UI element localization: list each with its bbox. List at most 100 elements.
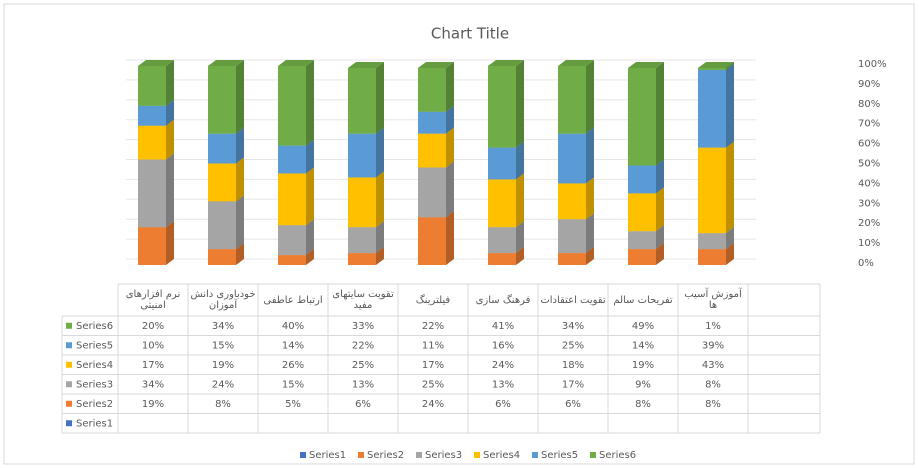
bar-side: [306, 249, 314, 265]
data-label: 25%: [562, 340, 584, 351]
bar-front: [558, 183, 586, 220]
bar-segment: [628, 61, 664, 166]
data-label: 5%: [285, 399, 301, 410]
data-label: 8%: [215, 399, 231, 410]
bar-segment: [138, 60, 174, 106]
data-label: 17%: [562, 379, 584, 390]
bar-side: [376, 171, 384, 228]
data-label: 34%: [562, 321, 584, 332]
bar-segment: [138, 153, 174, 228]
bar-front: [488, 147, 516, 180]
bar-segment: [698, 141, 734, 234]
data-label: 20%: [142, 321, 164, 332]
legend-key: [66, 361, 72, 368]
row-label: Series3: [76, 379, 113, 390]
legend-key: [66, 342, 72, 349]
x-tick-label: فیلترینگ: [415, 294, 451, 306]
bar-front: [348, 177, 376, 228]
x-tick-label: فرهنگ سازی: [475, 294, 531, 306]
bar-segment: [418, 211, 454, 265]
chart-title: Chart Title: [431, 25, 509, 43]
legend-key: [590, 452, 596, 458]
bar-side: [446, 161, 454, 218]
bar-side: [306, 167, 314, 226]
bar-side: [446, 127, 454, 168]
bar-front: [278, 225, 306, 256]
bar-side: [516, 173, 524, 228]
row-label: Series1: [76, 418, 113, 429]
bar-front: [138, 66, 166, 106]
data-label: 19%: [142, 399, 164, 410]
data-label: 13%: [352, 379, 374, 390]
data-label: 49%: [632, 321, 654, 332]
bar-front: [418, 133, 446, 168]
bar-side: [656, 61, 664, 166]
bar-side: [586, 177, 594, 220]
data-label: 26%: [282, 360, 304, 371]
data-label: 43%: [702, 360, 724, 371]
bar-segment: [418, 161, 454, 218]
data-label: 19%: [632, 360, 654, 371]
bar-front: [698, 67, 726, 70]
legend-key: [532, 452, 538, 458]
bar-segment: [698, 63, 734, 148]
bar-side: [516, 247, 524, 265]
bar-front: [418, 217, 446, 265]
data-label: 11%: [422, 340, 444, 351]
data-label: 8%: [705, 379, 721, 390]
bar-side: [236, 60, 244, 134]
bar-segment: [488, 173, 524, 228]
bar-side: [376, 61, 384, 134]
bar-side: [726, 243, 734, 265]
bar-side: [726, 63, 734, 148]
x-tick-label: تفریحات سالم: [613, 294, 673, 306]
bar-front: [558, 219, 586, 254]
bar-segment: [558, 60, 594, 134]
data-label: 24%: [492, 360, 514, 371]
bar-side: [586, 213, 594, 254]
x-tick-label: ارتباط عاطفی: [263, 294, 323, 306]
bar-front: [628, 193, 656, 232]
bar-segment: [558, 177, 594, 220]
bar-front: [138, 105, 166, 126]
legend-key: [66, 322, 72, 329]
bar-side: [236, 157, 244, 202]
bar-side: [166, 119, 174, 160]
legend-key: [416, 452, 422, 458]
y-tick-label: 20%: [858, 218, 880, 229]
bar-side: [166, 60, 174, 106]
data-label: 17%: [422, 360, 444, 371]
legend-key: [66, 381, 72, 388]
x-tick-label: نرم افزارهای امنیتی: [125, 289, 181, 311]
data-label: 24%: [422, 399, 444, 410]
bar-front: [348, 253, 376, 265]
legend-label: Series3: [425, 450, 462, 461]
legend-key: [66, 420, 72, 427]
data-label: 15%: [212, 340, 234, 351]
bar-front: [138, 159, 166, 228]
data-label: 1%: [705, 321, 721, 332]
row-label: Series6: [76, 321, 113, 332]
bar-segment: [348, 221, 384, 254]
data-label: 8%: [705, 399, 721, 410]
bar-segment: [348, 127, 384, 178]
category-cell: فرهنگ سازی: [475, 294, 531, 306]
y-tick-label: 70%: [858, 119, 880, 130]
bar-side: [516, 60, 524, 148]
bar-front: [418, 111, 446, 134]
bar-side: [236, 127, 244, 164]
bar-top: [278, 60, 314, 66]
bar-side: [376, 221, 384, 254]
bar-front: [418, 167, 446, 218]
legend-key: [66, 400, 72, 407]
x-tick-label: تقویت سایتهای مفید: [332, 289, 394, 311]
bar-segment: [278, 167, 314, 226]
bar-front: [208, 201, 236, 250]
bar-top: [628, 61, 664, 68]
bar-front: [138, 227, 166, 265]
legend-key: [474, 452, 480, 458]
y-tick-label: 50%: [858, 159, 880, 170]
data-label: 25%: [352, 360, 374, 371]
bar-front: [278, 145, 306, 174]
